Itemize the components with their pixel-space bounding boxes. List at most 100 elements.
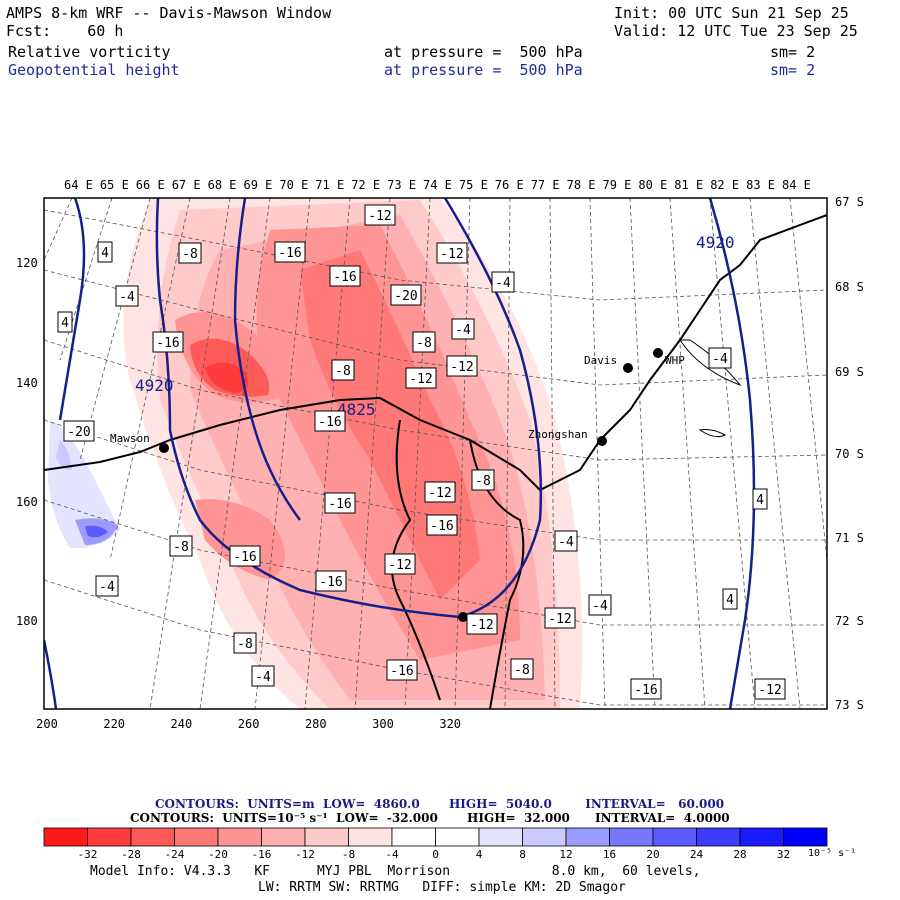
field1-smoothing: sm= 2 [770, 43, 816, 61]
longitude-label: 82 E [710, 178, 739, 192]
colorbar-label: -12 [295, 848, 315, 861]
svg-text:-20: -20 [394, 289, 417, 304]
y-axis-ticks: 120 140 160 180 [16, 256, 38, 628]
contours-height-info: CONTOURS: UNITS=m LOW= 4860.0 HIGH= 5040… [155, 797, 725, 811]
colorbar-label: 4 [476, 848, 483, 861]
svg-text:-12: -12 [388, 558, 411, 573]
svg-text:-8: -8 [335, 364, 351, 379]
colorbar-label: 0 [432, 848, 439, 861]
vorticity-label: -4 [554, 530, 578, 552]
field2-smoothing: sm= 2 [770, 61, 816, 79]
vorticity-label: -12 [446, 355, 478, 377]
colorbar-label: 32 [777, 848, 790, 861]
colorbar-label: -24 [165, 848, 185, 861]
map-title: AMPS 8-km WRF -- Davis-Mawson Window [6, 4, 332, 22]
colorbar-label: -20 [208, 848, 228, 861]
colorbar-swatch [565, 827, 610, 847]
colorbar-swatch [522, 827, 567, 847]
vorticity-label: -12 [384, 553, 416, 575]
longitude-label: 68 E [208, 178, 237, 192]
svg-text:-4: -4 [592, 599, 608, 614]
svg-text:-16: -16 [278, 246, 301, 261]
vorticity-label: -16 [386, 659, 418, 681]
vorticity-label: -4 [451, 318, 475, 340]
field2-level: at pressure = 500 hPa [384, 61, 583, 79]
y-tick-label: 120 [16, 256, 38, 270]
svg-text:-8: -8 [416, 336, 432, 351]
height-label: 4920 [135, 376, 174, 395]
x-tick-label: 300 [372, 717, 394, 731]
svg-text:-16: -16 [156, 336, 179, 351]
vorticity-label: -8 [331, 359, 355, 381]
vorticity-label: -16 [630, 678, 662, 700]
mawson-label: Mawson [110, 432, 150, 445]
y-tick-label: 160 [16, 495, 38, 509]
longitude-label: 75 E [459, 178, 488, 192]
latitude-label: 71 S [835, 531, 864, 545]
colorbar-label: -8 [342, 848, 355, 861]
vorticity-label: -4 [491, 271, 515, 293]
station-marker [458, 612, 468, 622]
y-tick-label: 180 [16, 614, 38, 628]
field1-level: at pressure = 500 hPa [384, 43, 583, 61]
vorticity-label: 4 [97, 241, 113, 263]
contours-vorticity-info: CONTOURS: UNITS=10⁻⁵ s⁻¹ LOW= -32.000 HI… [130, 811, 730, 825]
svg-text:-16: -16 [333, 270, 356, 285]
colorbar-swatch [391, 827, 436, 847]
vorticity-label: -8 [510, 658, 534, 680]
x-tick-label: 280 [305, 717, 327, 731]
longitude-label: 65 E [100, 178, 129, 192]
vorticity-label: -8 [471, 469, 495, 491]
vorticity-labels: 4 -4 4 -8 -16 -12 -16 -16 -20 -12 -4 -4 -8 -12 -12 -8 -1… [57, 204, 786, 700]
svg-text:-4: -4 [558, 535, 574, 550]
height-label: 4825 [337, 400, 376, 419]
longitude-label: 71 E [315, 178, 344, 192]
vorticity-label: -20 [63, 420, 95, 442]
svg-text:-12: -12 [450, 360, 473, 375]
svg-text:-8: -8 [514, 663, 530, 678]
svg-text:-8: -8 [173, 540, 189, 555]
x-tick-label: 240 [171, 717, 193, 731]
forecast-hour: Fcst: 60 h [6, 22, 124, 40]
longitude-label: 66 E [136, 178, 165, 192]
longitude-label: 73 E [387, 178, 416, 192]
vorticity-label: -12 [544, 607, 576, 629]
svg-text:-12: -12 [409, 372, 432, 387]
y-tick-label: 140 [16, 376, 38, 390]
zhongshan-station-marker [597, 436, 607, 446]
vorticity-label: -16 [324, 492, 356, 514]
colorbar-swatch [609, 827, 654, 847]
svg-text:-12: -12 [428, 486, 451, 501]
svg-text:-16: -16 [390, 664, 413, 679]
colorbar: -32 -28 -24 -20 -16 -12 -8 -4 0 4 8 12 16 20 24 28 32 10⁻… [43, 827, 856, 861]
davis-label: Davis [584, 354, 617, 367]
vorticity-label: -4 [708, 347, 732, 369]
colorbar-label: -16 [252, 848, 272, 861]
x-tick-label: 200 [36, 717, 58, 731]
longitude-label: 81 E [674, 178, 703, 192]
colorbar-label: 12 [559, 848, 572, 861]
latitude-label: 69 S [835, 365, 864, 379]
latitude-label: 70 S [835, 447, 864, 461]
latitude-label: 72 S [835, 614, 864, 628]
field2-name: Geopotential height [8, 61, 180, 79]
colorbar-swatch [130, 827, 175, 847]
vorticity-label: -12 [436, 242, 468, 264]
davis-station-marker [623, 363, 633, 373]
svg-text:-4: -4 [455, 323, 471, 338]
colorbar-label: 16 [603, 848, 616, 861]
svg-text:-8: -8 [475, 474, 491, 489]
svg-text:-16: -16 [430, 519, 453, 534]
whp-label: WHP [665, 354, 685, 367]
colorbar-swatch [783, 827, 828, 847]
svg-text:-4: -4 [99, 580, 115, 595]
vorticity-label: -8 [233, 632, 257, 654]
vorticity-label: -4 [588, 594, 612, 616]
svg-text:4: 4 [726, 593, 734, 608]
longitude-label: 72 E [351, 178, 380, 192]
colorbar-swatch [652, 827, 697, 847]
svg-text:-16: -16 [233, 550, 256, 565]
colorbar-label: 28 [733, 848, 746, 861]
colorbar-unit: 10⁻⁵ s⁻¹ [808, 848, 856, 859]
